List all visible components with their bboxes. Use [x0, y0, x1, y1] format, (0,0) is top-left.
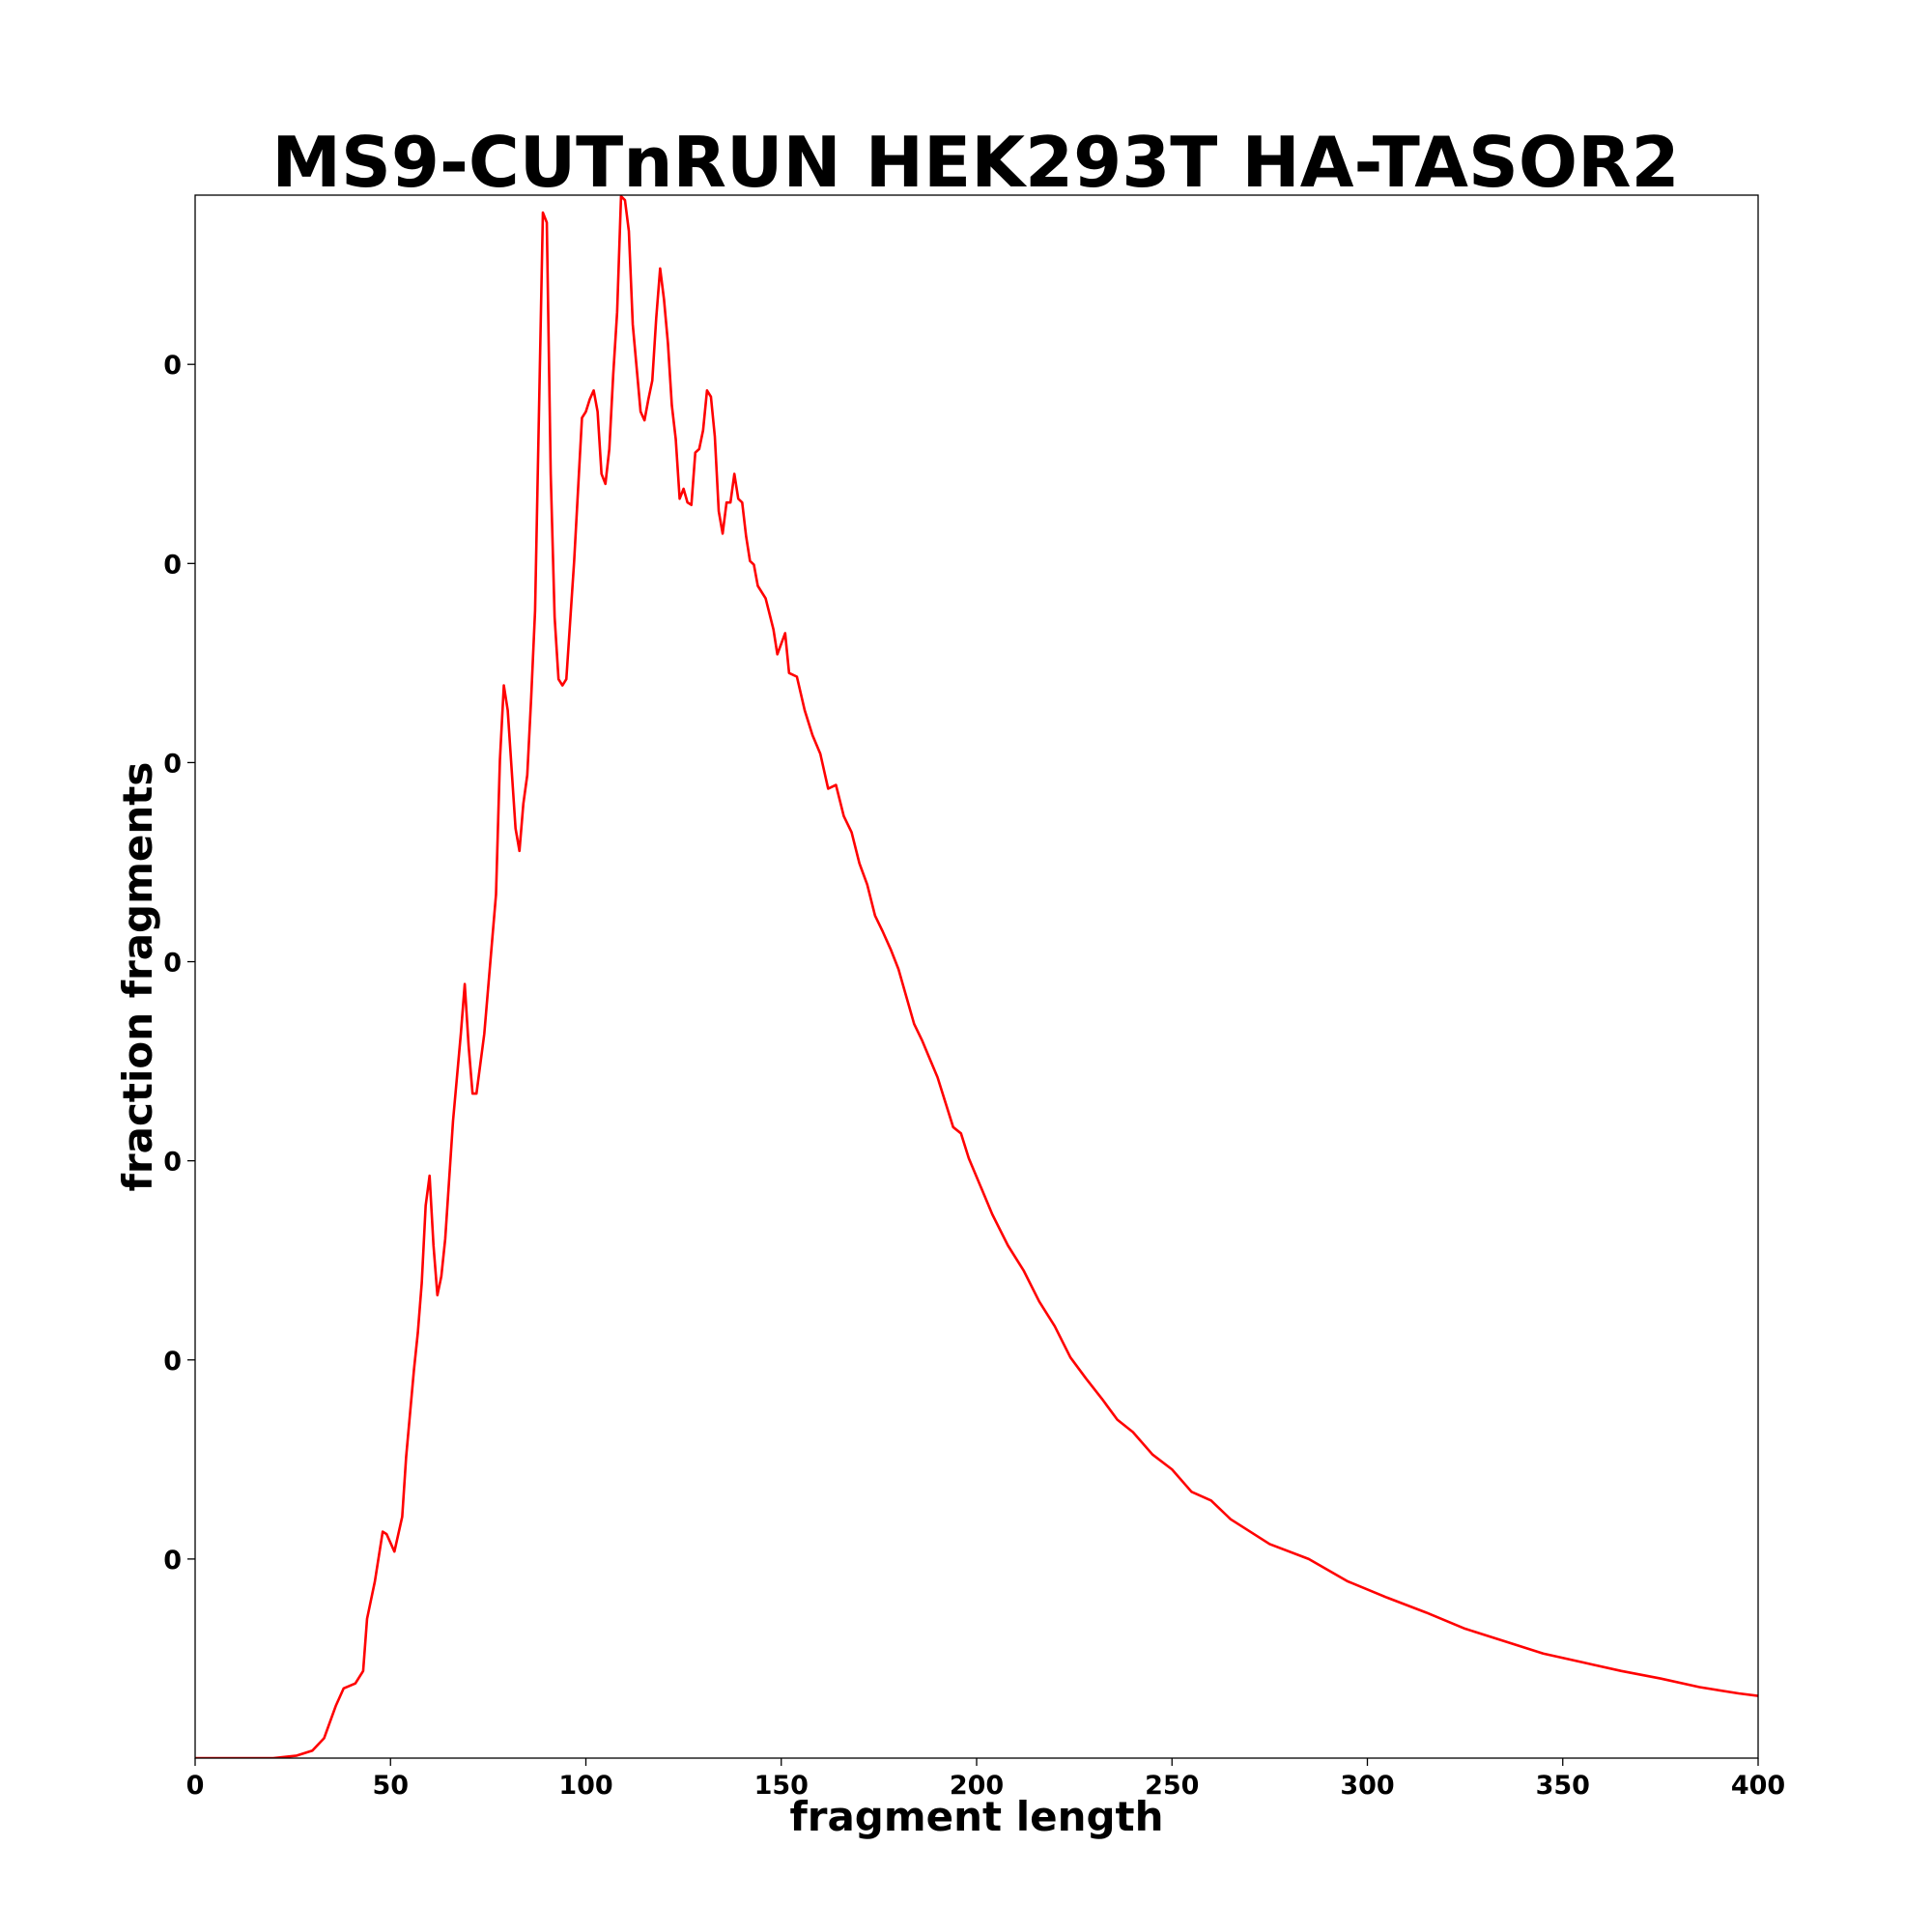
- x-axis-label: fragment length: [789, 1793, 1163, 1840]
- x-tick-label: 400: [1731, 1771, 1785, 1801]
- x-tick-label: 300: [1340, 1771, 1394, 1801]
- data-line: [195, 195, 1758, 1758]
- y-tick-label: 0: [163, 949, 182, 979]
- y-tick-label: 0: [163, 1546, 182, 1576]
- y-tick-label: 0: [163, 1148, 182, 1178]
- plot-frame: [194, 194, 1759, 1759]
- x-tick-label: 200: [950, 1771, 1004, 1801]
- chart-title: MS9-CUTnRUN HEK293T HA-TASOR2: [271, 122, 1679, 203]
- x-tick-label: 250: [1145, 1771, 1199, 1801]
- x-tick-label: 50: [372, 1771, 409, 1801]
- y-tick-label: 0: [163, 351, 182, 381]
- y-tick-label: 0: [163, 1347, 182, 1377]
- x-tick-label: 0: [186, 1771, 205, 1801]
- y-tick-label: 0: [163, 749, 182, 779]
- x-tick-label: 150: [754, 1771, 809, 1801]
- y-tick-label: 0: [163, 550, 182, 580]
- y-axis-label: fraction fragments: [114, 762, 161, 1192]
- x-tick-label: 350: [1536, 1771, 1590, 1801]
- x-tick-label: 100: [558, 1771, 612, 1801]
